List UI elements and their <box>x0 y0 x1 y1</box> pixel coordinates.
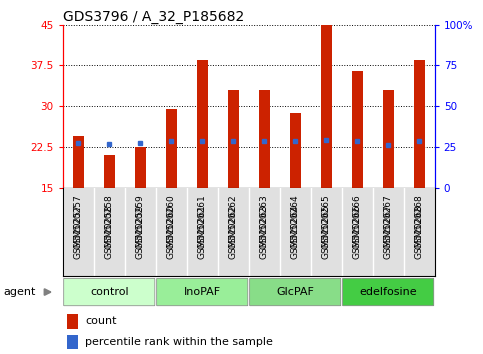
Text: GSM520257: GSM520257 <box>74 205 83 259</box>
Text: GSM520265: GSM520265 <box>322 205 331 259</box>
Text: GSM520258: GSM520258 <box>105 195 114 250</box>
Text: GSM520259: GSM520259 <box>136 195 145 250</box>
Text: GSM520259: GSM520259 <box>136 205 145 259</box>
Text: GSM520262: GSM520262 <box>229 205 238 259</box>
Bar <box>414 60 425 188</box>
Bar <box>67 314 78 329</box>
Bar <box>290 113 300 188</box>
Bar <box>321 25 332 188</box>
FancyBboxPatch shape <box>64 278 155 306</box>
Text: GSM520257: GSM520257 <box>74 195 83 250</box>
Bar <box>67 335 78 349</box>
Text: GSM520262: GSM520262 <box>229 195 238 249</box>
Text: agent: agent <box>3 287 36 297</box>
Text: GSM520258: GSM520258 <box>105 205 114 259</box>
Text: GSM520263: GSM520263 <box>260 195 269 250</box>
Text: GSM520265: GSM520265 <box>322 195 331 250</box>
Text: edelfosine: edelfosine <box>359 287 417 297</box>
Bar <box>135 147 146 188</box>
Text: GSM520260: GSM520260 <box>167 195 176 250</box>
Text: GSM520263: GSM520263 <box>260 205 269 259</box>
Text: GSM520264: GSM520264 <box>291 205 300 259</box>
Bar <box>383 90 394 188</box>
FancyBboxPatch shape <box>342 278 434 306</box>
Text: count: count <box>85 316 116 326</box>
Text: InoPAF: InoPAF <box>184 287 221 297</box>
Bar <box>166 109 177 188</box>
Text: GSM520260: GSM520260 <box>167 205 176 259</box>
Bar <box>352 71 363 188</box>
Bar <box>197 60 208 188</box>
FancyBboxPatch shape <box>250 278 341 306</box>
Text: GSM520266: GSM520266 <box>353 195 362 250</box>
Bar <box>228 90 239 188</box>
Bar <box>259 90 270 188</box>
Text: GSM520267: GSM520267 <box>384 195 393 250</box>
Text: GDS3796 / A_32_P185682: GDS3796 / A_32_P185682 <box>63 10 244 24</box>
Text: control: control <box>90 287 128 297</box>
FancyBboxPatch shape <box>156 278 248 306</box>
Text: GSM520268: GSM520268 <box>415 195 424 250</box>
Text: GlcPAF: GlcPAF <box>276 287 314 297</box>
Text: GSM520266: GSM520266 <box>353 205 362 259</box>
Text: percentile rank within the sample: percentile rank within the sample <box>85 337 273 347</box>
Text: GSM520261: GSM520261 <box>198 205 207 259</box>
Bar <box>73 136 84 188</box>
Text: GSM520261: GSM520261 <box>198 195 207 250</box>
Text: GSM520267: GSM520267 <box>384 205 393 259</box>
Text: GSM520268: GSM520268 <box>415 205 424 259</box>
Text: GSM520264: GSM520264 <box>291 195 300 249</box>
Bar <box>104 155 114 188</box>
